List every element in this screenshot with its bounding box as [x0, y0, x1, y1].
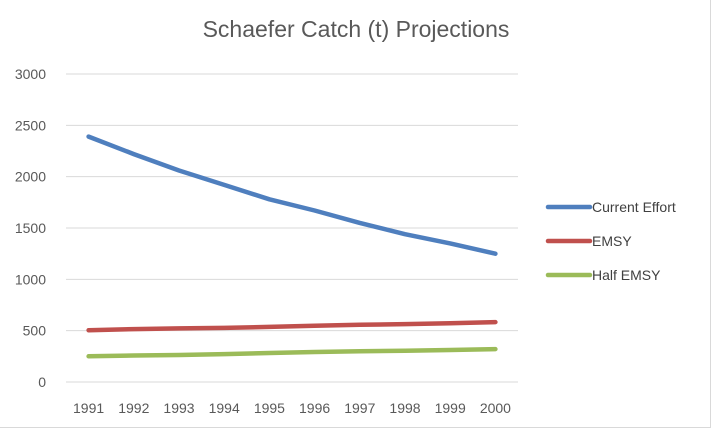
x-axis-ticks: 1991 1992 1993 1994 1995 1996 1997 1998 1999 2000	[73, 400, 511, 416]
x-tick-label: 1996	[299, 400, 330, 416]
x-tick-label: 2000	[480, 400, 511, 416]
y-tick-label: 1500	[15, 220, 46, 236]
y-tick-label: 2500	[15, 117, 46, 133]
y-tick-label: 500	[23, 323, 47, 339]
chart-title: Schaefer Catch (t) Projections	[202, 16, 510, 42]
y-tick-label: 2000	[15, 169, 46, 185]
y-tick-label: 0	[38, 374, 46, 390]
x-tick-label: 1997	[344, 400, 375, 416]
x-tick-label: 1999	[435, 400, 466, 416]
legend: Current Effort EMSY Half EMSY	[545, 199, 676, 283]
x-tick-label: 1998	[389, 400, 420, 416]
x-tick-label: 1993	[163, 400, 194, 416]
x-tick-label: 1992	[118, 400, 149, 416]
x-tick-label: 1991	[73, 400, 104, 416]
legend-label: EMSY	[592, 233, 632, 249]
legend-label: Current Effort	[592, 199, 676, 215]
series-line-2	[86, 346, 498, 359]
x-tick-label: 1994	[209, 400, 240, 416]
y-axis-ticks: 0 500 1000 1500 2000 2500 3000	[15, 66, 46, 390]
legend-label: Half EMSY	[592, 267, 661, 283]
x-tick-label: 1995	[254, 400, 285, 416]
series-lines	[86, 134, 498, 359]
series-line-1	[86, 319, 498, 333]
gridlines	[66, 73, 518, 383]
y-tick-label: 3000	[15, 66, 46, 82]
y-tick-label: 1000	[15, 271, 46, 287]
series-line-0	[86, 134, 498, 256]
